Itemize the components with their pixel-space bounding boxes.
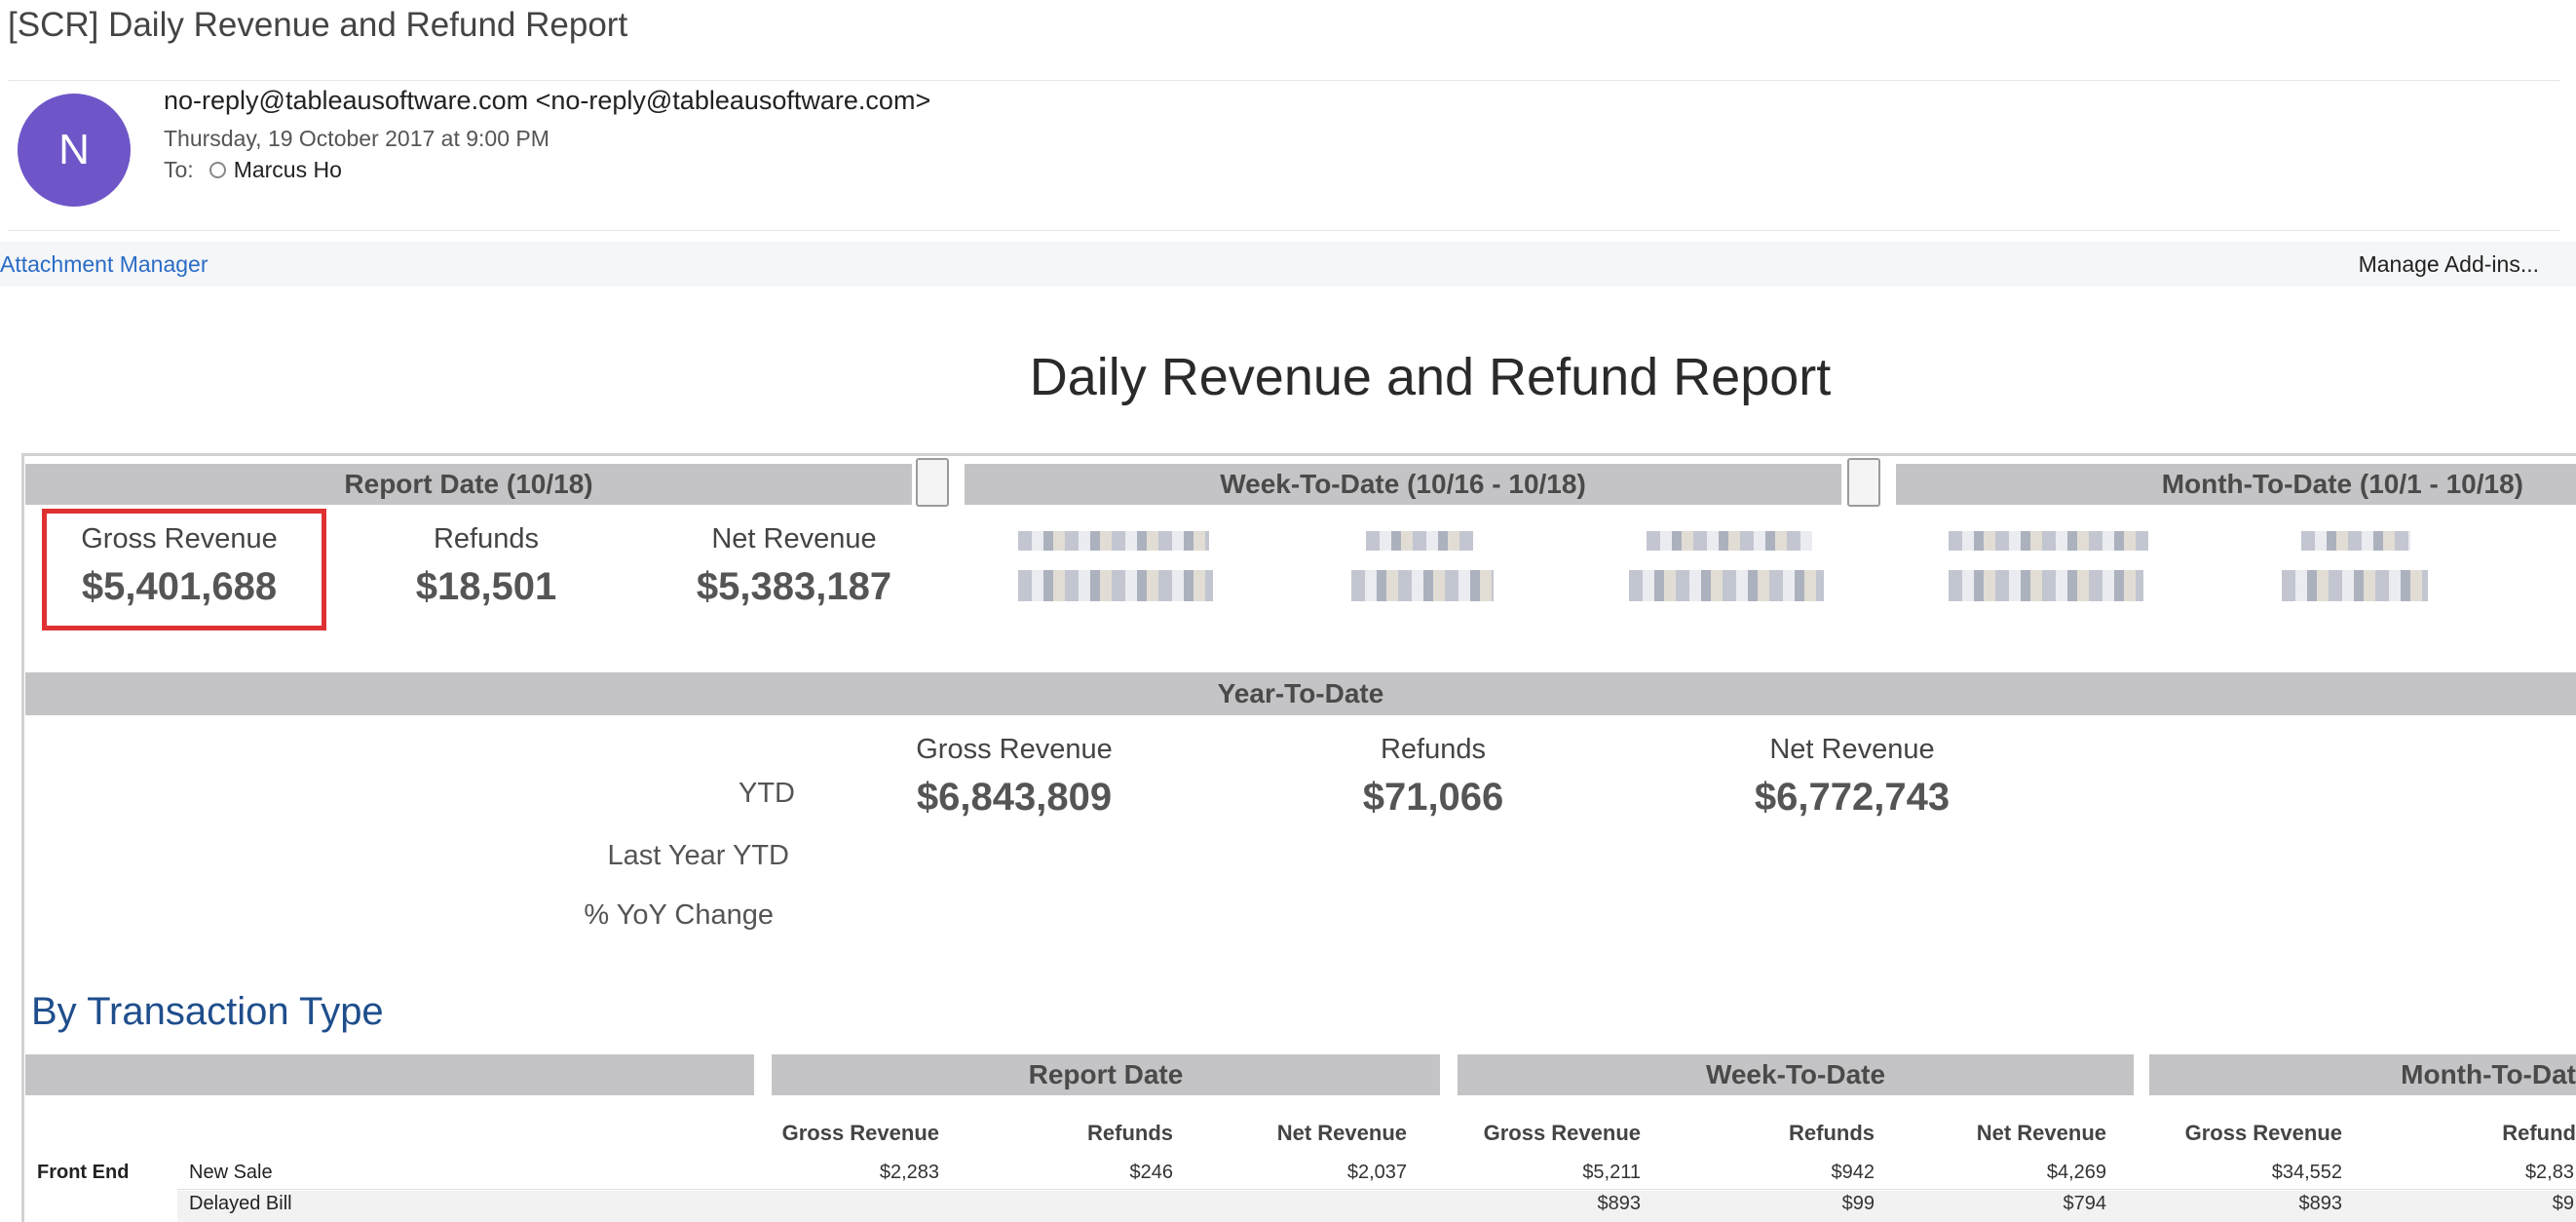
column-header: Refund	[2502, 1121, 2576, 1145]
column-header: Net Revenue	[1276, 1121, 1407, 1145]
redacted-value	[1018, 570, 1213, 601]
table-cell: $5,211	[1582, 1162, 1641, 1183]
sent-date: Thursday, 19 October 2017 at 9:00 PM	[164, 126, 549, 151]
table-cell: $2,283	[879, 1162, 939, 1183]
email-subject: [SCR] Daily Revenue and Refund Report	[8, 6, 628, 44]
column-header: Gross Revenue	[781, 1121, 939, 1145]
metric-label: Refunds	[433, 523, 539, 554]
table-row-stripe	[177, 1191, 2576, 1222]
row-type-label: Delayed Bill	[189, 1193, 292, 1214]
metric-value: $6,772,743	[1754, 776, 1951, 819]
last-year-ytd-row-label: Last Year YTD	[607, 840, 789, 871]
table-group-header-report-date: Report Date	[772, 1054, 1440, 1095]
dashboard-frame-left	[21, 453, 24, 1222]
dashboard-frame-top	[21, 453, 2576, 456]
band-report-date: Report Date (10/18)	[25, 464, 912, 505]
presence-status-icon	[208, 162, 226, 178]
redacted-value	[1949, 570, 2143, 601]
ytd-row-label: YTD	[739, 778, 795, 809]
panel-scroll-handle[interactable]	[1847, 458, 1880, 507]
sender-avatar[interactable]: N	[18, 94, 131, 207]
report-title: Daily Revenue and Refund Report	[1029, 348, 1832, 406]
table-cell: $893	[2298, 1193, 2343, 1214]
metric-label: Gross Revenue	[916, 734, 1113, 765]
redacted-label	[1949, 531, 2148, 551]
redacted-label	[2301, 531, 2410, 551]
panel-scroll-handle[interactable]	[916, 458, 949, 507]
redacted-label	[1647, 531, 1812, 551]
column-header: Refunds	[1789, 1121, 1875, 1145]
column-header: Gross Revenue	[1483, 1121, 1641, 1145]
section-heading: By Transaction Type	[31, 990, 384, 1033]
redacted-value	[2282, 570, 2428, 601]
highlight-box	[42, 509, 326, 630]
table-cell: $9	[2552, 1193, 2574, 1214]
band-month-to-date: Month-To-Date (10/1 - 10/18)	[1896, 464, 2576, 505]
redacted-value	[1629, 570, 1824, 601]
metric-label: Net Revenue	[711, 523, 877, 554]
redacted-label	[1366, 531, 1473, 551]
table-cell: $942	[1831, 1162, 1875, 1183]
recipient-name[interactable]: Marcus Ho	[233, 157, 342, 182]
recipient-row: To: Marcus Ho	[164, 157, 342, 183]
column-header: Gross Revenue	[2184, 1121, 2342, 1145]
table-cell: $893	[1597, 1193, 1642, 1214]
metric-value: $5,401,688	[81, 565, 278, 608]
table-group-header-month-to-date: Month-To-Dat	[2149, 1054, 2576, 1095]
metric-refunds: Refunds $18,501	[349, 523, 624, 609]
table-cell: $246	[1129, 1162, 1174, 1183]
row-divider	[177, 1189, 2576, 1190]
table-cell: $2,037	[1346, 1162, 1407, 1183]
table-cell: $2,83	[2524, 1162, 2574, 1183]
metric-value: $18,501	[415, 565, 557, 608]
ytd-refunds: Refunds $71,066	[1296, 734, 1571, 820]
redacted-label	[1018, 531, 1209, 551]
sender-address[interactable]: no-reply@tableausoftware.com <no-reply@t…	[164, 86, 931, 115]
yoy-change-row-label: % YoY Change	[584, 899, 774, 931]
row-group-label: Front End	[37, 1162, 130, 1183]
ytd-net-revenue: Net Revenue $6,772,743	[1715, 734, 1989, 820]
table-cell: $4,269	[2046, 1162, 2106, 1183]
metric-value: $5,383,187	[696, 565, 892, 608]
band-year-to-date: Year-To-Date	[25, 672, 2576, 715]
metric-label: Gross Revenue	[81, 523, 278, 554]
row-type-label: New Sale	[189, 1162, 273, 1183]
addin-bar	[0, 242, 2576, 286]
column-header: Refunds	[1087, 1121, 1173, 1145]
table-cell: $34,552	[2271, 1162, 2342, 1183]
column-header: Net Revenue	[1976, 1121, 2106, 1145]
table-group-header-week-to-date: Week-To-Date	[1458, 1054, 2134, 1095]
metric-net-revenue: Net Revenue $5,383,187	[657, 523, 931, 609]
table-cell: $99	[1841, 1193, 1875, 1214]
metric-label: Net Revenue	[1769, 734, 1935, 765]
metric-gross-revenue: Gross Revenue $5,401,688	[42, 523, 317, 609]
header-divider-lower	[8, 230, 2560, 231]
ytd-gross-revenue: Gross Revenue $6,843,809	[877, 734, 1152, 820]
band-week-to-date: Week-To-Date (10/16 - 10/18)	[965, 464, 1841, 505]
attachment-manager-link[interactable]: Attachment Manager	[0, 251, 208, 277]
manage-addins-button[interactable]: Manage Add-ins...	[2358, 251, 2539, 277]
metric-label: Refunds	[1380, 734, 1486, 765]
table-cell: $794	[2063, 1193, 2107, 1214]
table-group-header-blank	[25, 1054, 754, 1095]
redacted-value	[1351, 570, 1494, 601]
metric-value: $71,066	[1362, 776, 1504, 819]
metric-value: $6,843,809	[916, 776, 1113, 819]
to-label: To:	[164, 157, 194, 182]
header-divider	[8, 80, 2560, 81]
